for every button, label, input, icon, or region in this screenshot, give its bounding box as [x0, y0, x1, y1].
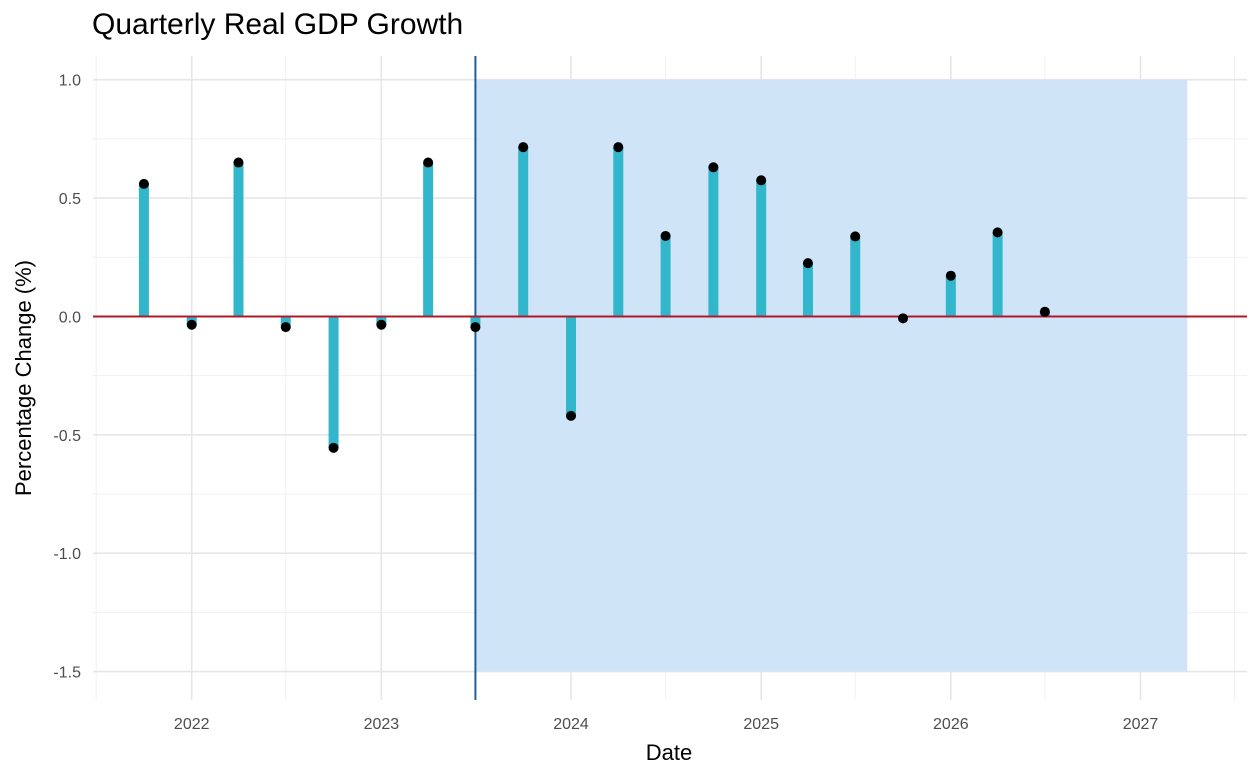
x-tick-label: 2022 [174, 716, 210, 733]
data-point [992, 227, 1003, 238]
y-tick-label: 0.0 [59, 309, 81, 326]
y-axis-tick-labels: 1.0 0.5 0.0 -0.5 -1.0 -1.5 [53, 73, 81, 682]
bar [518, 147, 529, 317]
y-tick-label: -1.5 [53, 665, 81, 682]
bar [802, 263, 813, 317]
data-point [566, 410, 577, 421]
x-tick-label: 2023 [364, 716, 400, 733]
y-tick-label: -1.0 [53, 546, 81, 563]
data-point [423, 157, 434, 168]
bar [850, 236, 861, 317]
bar [470, 316, 481, 328]
bar [708, 167, 719, 317]
points-group [138, 142, 1050, 453]
data-point [233, 157, 244, 168]
y-tick-label: -0.5 [53, 428, 81, 445]
data-point [945, 270, 956, 281]
data-point [660, 230, 671, 241]
bar [328, 316, 339, 448]
chart-title: Quarterly Real GDP Growth [92, 8, 464, 41]
data-point [802, 258, 813, 269]
x-axis-tick-labels: 2022 2023 2024 2025 2026 2027 [174, 716, 1158, 733]
data-point [708, 162, 719, 173]
x-axis-title: Date [646, 740, 692, 765]
bar [138, 183, 149, 317]
data-point [898, 313, 909, 324]
bar [613, 147, 624, 317]
data-point [756, 175, 767, 186]
bar [992, 232, 1003, 317]
x-tick-label: 2025 [743, 716, 779, 733]
data-point [138, 178, 149, 189]
y-axis-title: Percentage Change (%) [11, 260, 36, 496]
bar [660, 235, 671, 317]
data-point [328, 442, 339, 453]
bars-group [138, 147, 1050, 448]
x-tick-label: 2027 [1123, 716, 1159, 733]
bar [233, 162, 244, 317]
data-point [376, 319, 387, 330]
bar [280, 316, 291, 328]
bar [756, 180, 767, 317]
forecast-region [475, 79, 1188, 672]
bar [566, 316, 577, 416]
data-point [186, 319, 197, 330]
x-tick-label: 2026 [933, 716, 969, 733]
data-point [1039, 306, 1050, 317]
y-tick-label: 0.5 [59, 191, 81, 208]
data-point [850, 231, 861, 242]
x-tick-label: 2024 [553, 716, 589, 733]
data-point [280, 322, 291, 333]
bar [945, 275, 956, 317]
y-tick-label: 1.0 [59, 73, 81, 90]
bar [423, 162, 434, 317]
data-point [518, 142, 529, 153]
data-point [613, 142, 624, 153]
data-point [470, 322, 481, 333]
